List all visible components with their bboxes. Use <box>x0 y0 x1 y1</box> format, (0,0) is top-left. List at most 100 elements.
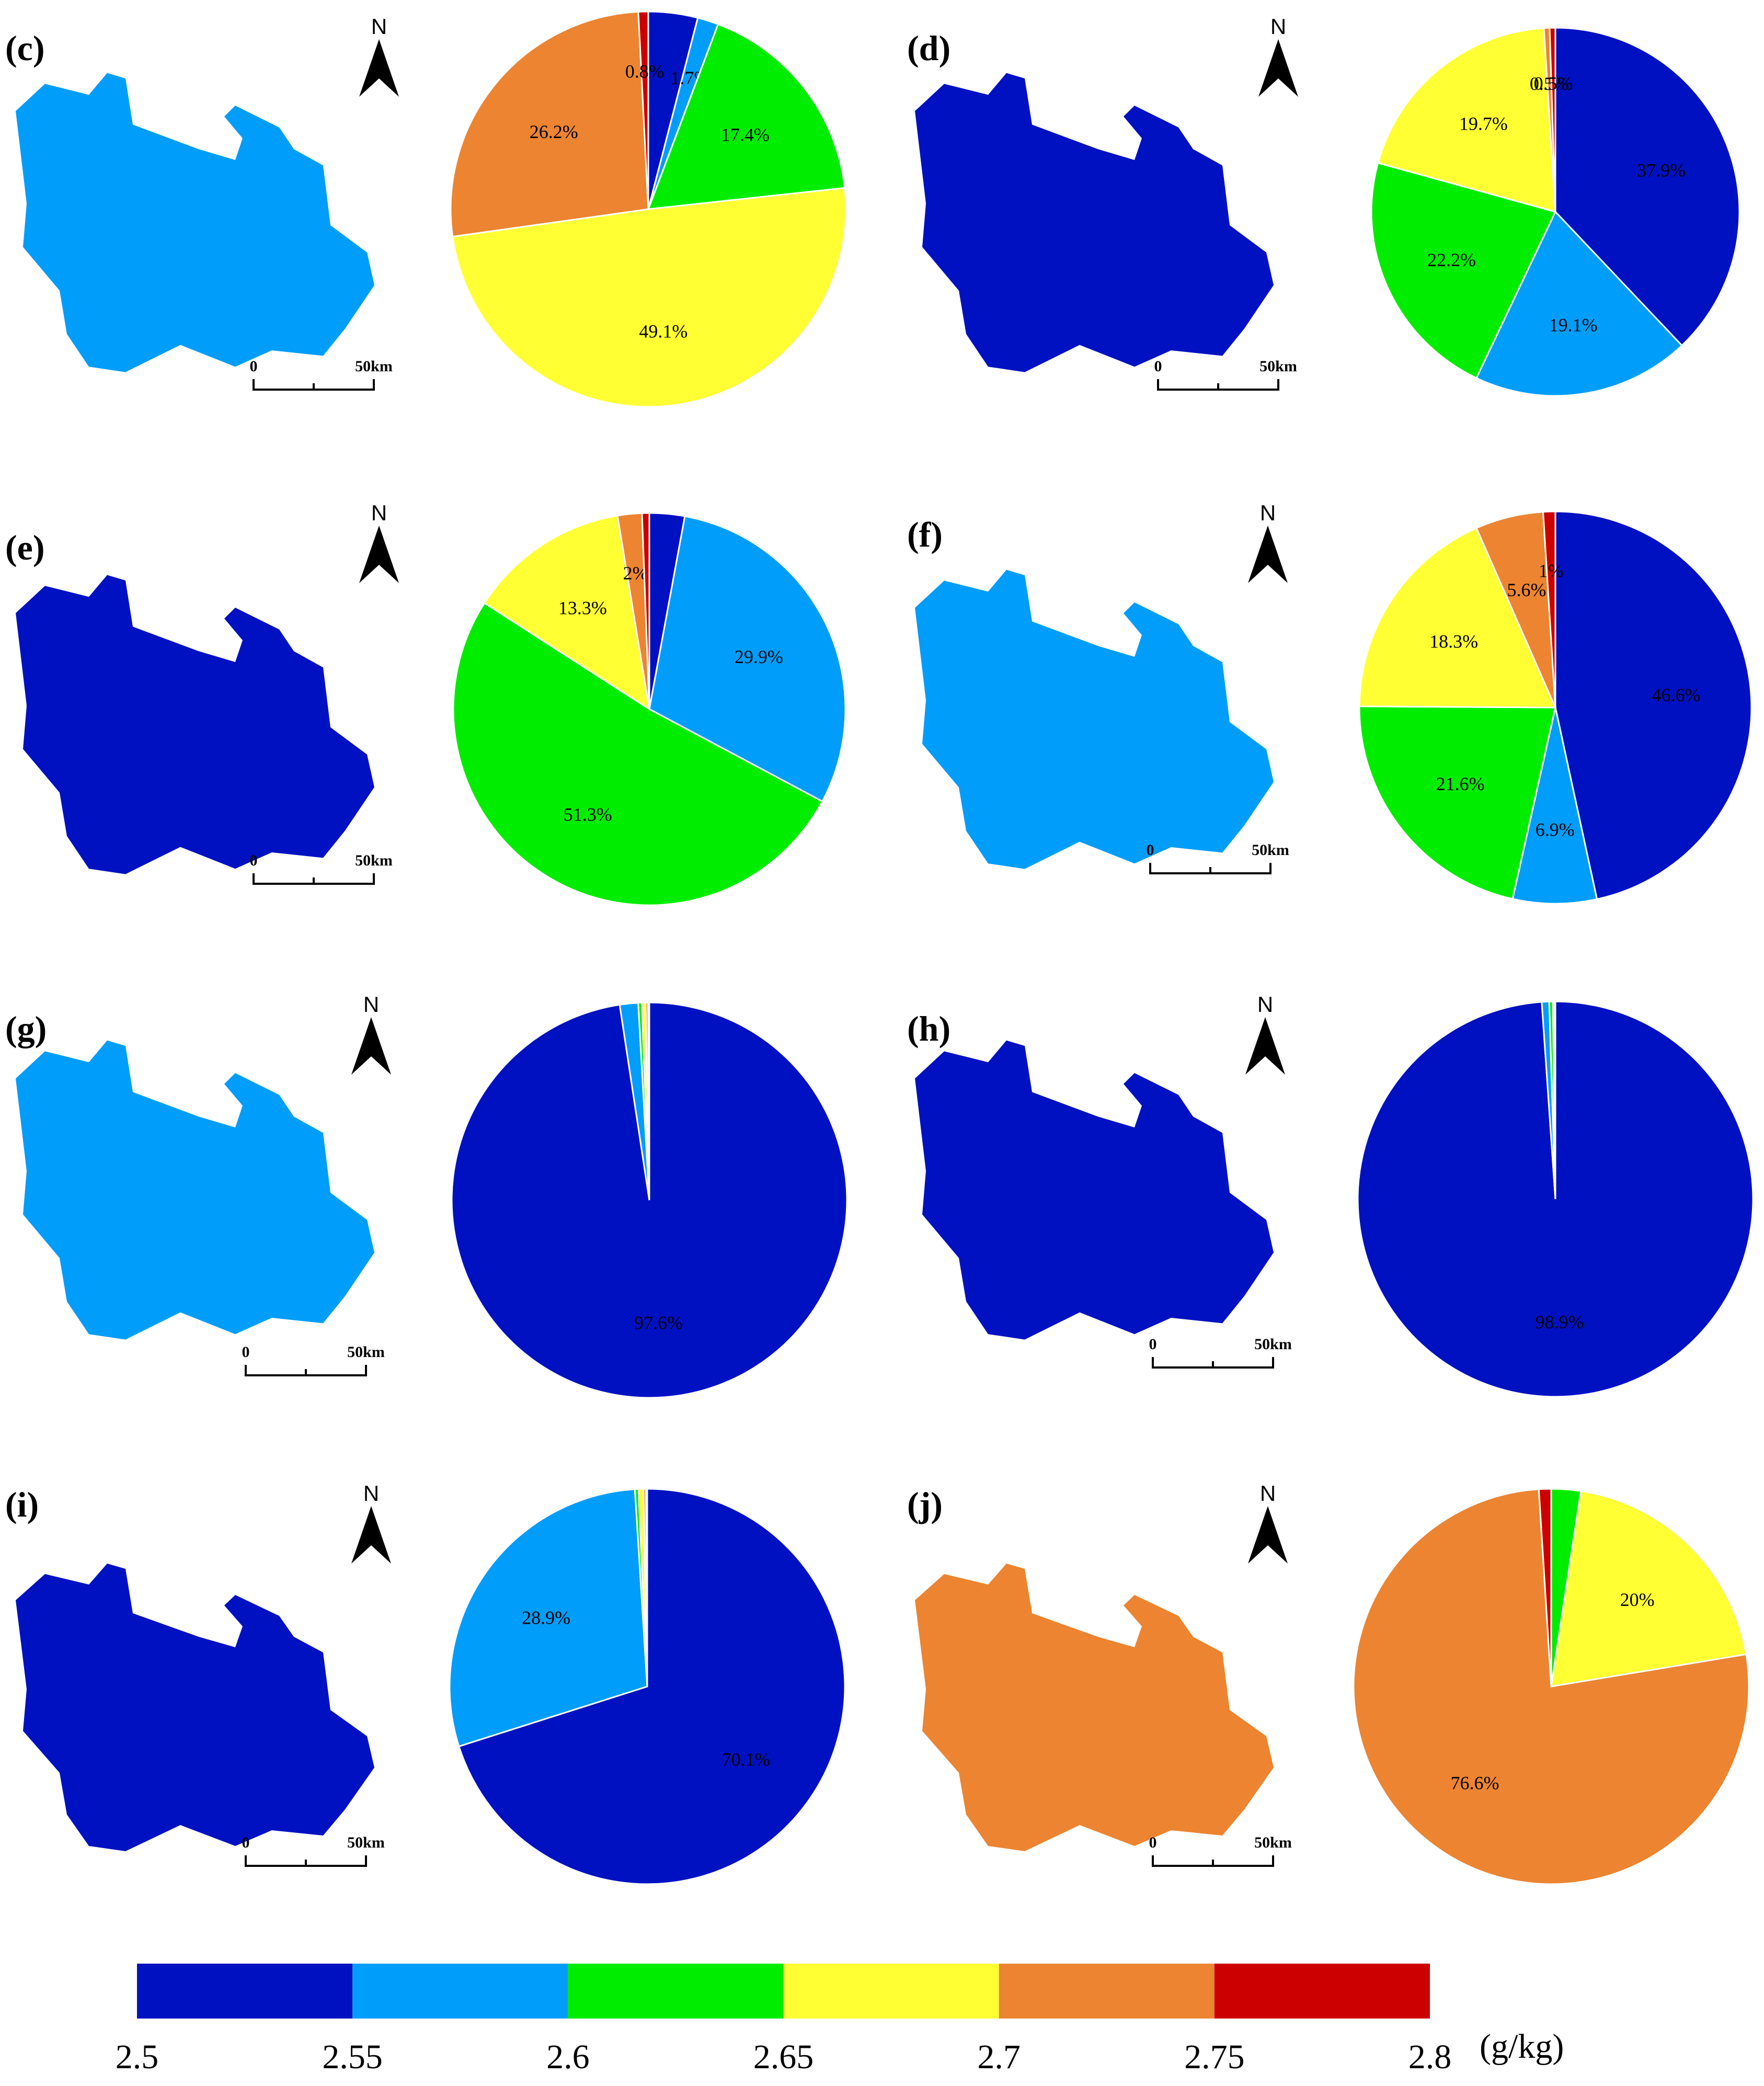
pie-slice <box>452 602 823 906</box>
scale-end: 50km <box>347 1343 385 1361</box>
north-arrow-icon <box>1258 39 1298 97</box>
pie-data-label: 29.9% <box>735 646 783 667</box>
panel-h: (h) N 0 50km 98.9% <box>907 992 1754 1398</box>
pie-data-label: 98.9% <box>1536 1312 1584 1332</box>
pie-slice <box>1550 1490 1747 1688</box>
pie-slice <box>1511 707 1598 905</box>
pie-data-label: 19.1% <box>1549 315 1598 336</box>
panel-label: (e) <box>5 528 44 567</box>
pie-slice <box>1358 527 1557 709</box>
pie-data-label: 51.3% <box>564 804 612 825</box>
pie-slice <box>1353 1488 1750 1885</box>
pie-slice <box>641 512 650 710</box>
pie-data-label: 0.5% <box>1530 73 1569 94</box>
north-arrow-icon <box>359 526 399 583</box>
pie-data-label: 0.8% <box>625 61 665 82</box>
pie-data-label: 76.6% <box>1451 1772 1499 1793</box>
scale-zero: 0 <box>242 1343 250 1361</box>
panel-label: (j) <box>907 1485 943 1524</box>
legend-tick-label: 2.5 <box>116 2038 159 2076</box>
panel-g: (g) N 0 50km 97.6% <box>5 992 848 1399</box>
north-label: N <box>1260 1481 1276 1506</box>
north-label: N <box>371 500 387 525</box>
panel-label: (c) <box>5 28 44 68</box>
scale-end: 50km <box>347 1834 385 1851</box>
legend-tick-label: 2.75 <box>1184 2038 1245 2076</box>
panel-label: (g) <box>5 1009 47 1048</box>
region-map <box>915 1040 1274 1340</box>
legend-swatch <box>999 1964 1215 2019</box>
panel-label: (d) <box>907 28 950 68</box>
region-map <box>16 1564 374 1851</box>
region-map <box>16 575 374 874</box>
region-map <box>16 1040 374 1340</box>
scale-zero: 0 <box>1154 358 1162 375</box>
pie-data-label: 70.1% <box>722 1749 771 1770</box>
scale-zero: 0 <box>1149 1336 1157 1353</box>
scale-end: 50km <box>1259 358 1297 375</box>
north-arrow-icon <box>351 1506 391 1564</box>
pie-data-label: 0.5% <box>1534 73 1573 94</box>
pie-slice <box>1370 162 1557 379</box>
pie-slice <box>1377 27 1556 213</box>
pie-slice <box>1554 510 1752 900</box>
legend-tick-label: 2.65 <box>753 2038 814 2076</box>
scale-end: 50km <box>1254 1834 1292 1851</box>
legend-tick-label: 2.7 <box>977 2038 1021 2076</box>
scale-zero: 0 <box>242 1834 250 1851</box>
legend-unit: (g/kg) <box>1480 2027 1564 2066</box>
pie-data-label: 28.9% <box>522 1608 570 1628</box>
panel-label: (h) <box>907 1009 950 1048</box>
pie-slice <box>1542 510 1556 708</box>
panel-i: (i) N 0 50km 70.1% 28.9% <box>5 1481 846 1885</box>
region-map <box>915 1564 1274 1851</box>
legend-swatch <box>1214 1964 1430 2019</box>
pie-slice <box>648 515 846 803</box>
north-label: N <box>363 992 379 1017</box>
region-map <box>16 73 374 372</box>
panel-label: (f) <box>907 515 943 554</box>
region-map <box>915 569 1274 869</box>
panel-j: (j) N 0 50km 20% 76.6% <box>907 1481 1750 1885</box>
pie-data-label: 20% <box>1620 1589 1655 1610</box>
pie-slice <box>637 10 649 210</box>
scale-zero: 0 <box>250 852 258 869</box>
legend-tick-label: 2.55 <box>322 2038 383 2076</box>
legend-swatch <box>568 1964 784 2019</box>
pie-slice <box>647 23 846 210</box>
pie-data-label: 6.9% <box>1536 819 1575 840</box>
legend-swatch <box>352 1964 568 2019</box>
pie-slice <box>1538 1488 1552 1687</box>
panel-label: (i) <box>5 1485 39 1524</box>
scale-bar <box>1152 1357 1274 1369</box>
scale-bar <box>1152 1855 1274 1867</box>
scale-end: 50km <box>1252 841 1289 859</box>
pie-slice <box>1554 27 1740 347</box>
pie-data-label: 22.2% <box>1427 249 1476 270</box>
north-label: N <box>1270 14 1286 39</box>
north-label: N <box>371 14 387 39</box>
north-arrow-icon <box>351 1017 391 1075</box>
pie-slice <box>449 1488 648 1748</box>
pie-data-label: 1% <box>1539 561 1564 582</box>
pie-slice <box>450 10 649 238</box>
scale-bar <box>245 1855 367 1867</box>
pie-data-label: 17.4% <box>721 124 770 145</box>
north-arrow-icon <box>1248 526 1288 583</box>
north-label: N <box>363 1481 379 1506</box>
scale-bar <box>245 1365 367 1376</box>
scale-bar <box>1149 863 1272 874</box>
pie-slice <box>1553 1000 1556 1200</box>
pie-slice <box>1475 210 1683 397</box>
north-label: N <box>1257 992 1273 1017</box>
north-arrow-icon <box>1245 1017 1285 1075</box>
pie-slice <box>483 515 651 711</box>
scale-bar <box>253 873 375 885</box>
pie-slice <box>1549 27 1556 212</box>
north-label: N <box>1260 500 1276 525</box>
pie-data-label: 19.7% <box>1459 113 1508 134</box>
pie-data-label: 21.6% <box>1436 773 1485 794</box>
